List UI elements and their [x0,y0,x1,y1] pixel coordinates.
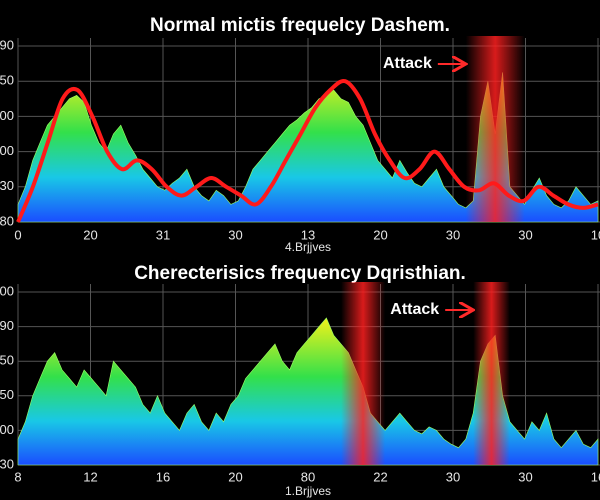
chart-title: Normal mictis frequelcy Dashem. [150,15,450,36]
y-tick-label: 90 [0,318,14,333]
x-tick-label: 20 [228,469,242,484]
chart-title: Cherecterisics frequency Dqristhian. [134,263,466,284]
y-tick-label: 50 [0,353,14,368]
x-tick-label: 30 [228,227,242,242]
y-tick-label: 50 [0,73,14,88]
attack-band [473,282,510,465]
y-tick-label: 30 [0,178,14,193]
x-tick-label: 12 [83,469,97,484]
y-tick-label: 90 [0,37,14,52]
x-tick-label: 30 [446,227,460,242]
x-tick-label: 31 [156,227,170,242]
x-tick-label: 30 [446,469,460,484]
attack-band [465,36,525,222]
x-tick-label: 8 [14,469,21,484]
curve-line [16,78,599,223]
x-tick-label: 22 [373,469,387,484]
x-axis-label: 4.Brjjves [285,240,331,254]
x-tick-label: 13 [301,227,315,242]
attack-band [341,282,386,465]
x-tick-label: 10 [591,227,600,242]
y-tick-label: 00 [0,143,14,158]
x-axis-label: 1.Brjjves [285,484,331,498]
annotation: Attack [383,55,432,72]
y-tick-label: 00 [0,283,14,298]
y-tick-label: 80 [0,213,14,228]
x-tick-label: 80 [301,469,315,484]
y-tick-label: 50 [0,387,14,402]
annotation: Attack [390,301,439,318]
spectrum-area [17,317,599,466]
x-tick-label: 0 [14,227,21,242]
x-tick-label: 16 [591,469,600,484]
y-tick-label: 00 [0,422,14,437]
x-tick-label: 30 [518,227,532,242]
y-tick-label: 00 [0,108,14,123]
y-tick-label: 30 [0,456,14,471]
x-tick-label: 16 [156,469,170,484]
x-tick-label: 20 [373,227,387,242]
x-tick-label: 20 [83,227,97,242]
x-tick-label: 30 [518,469,532,484]
